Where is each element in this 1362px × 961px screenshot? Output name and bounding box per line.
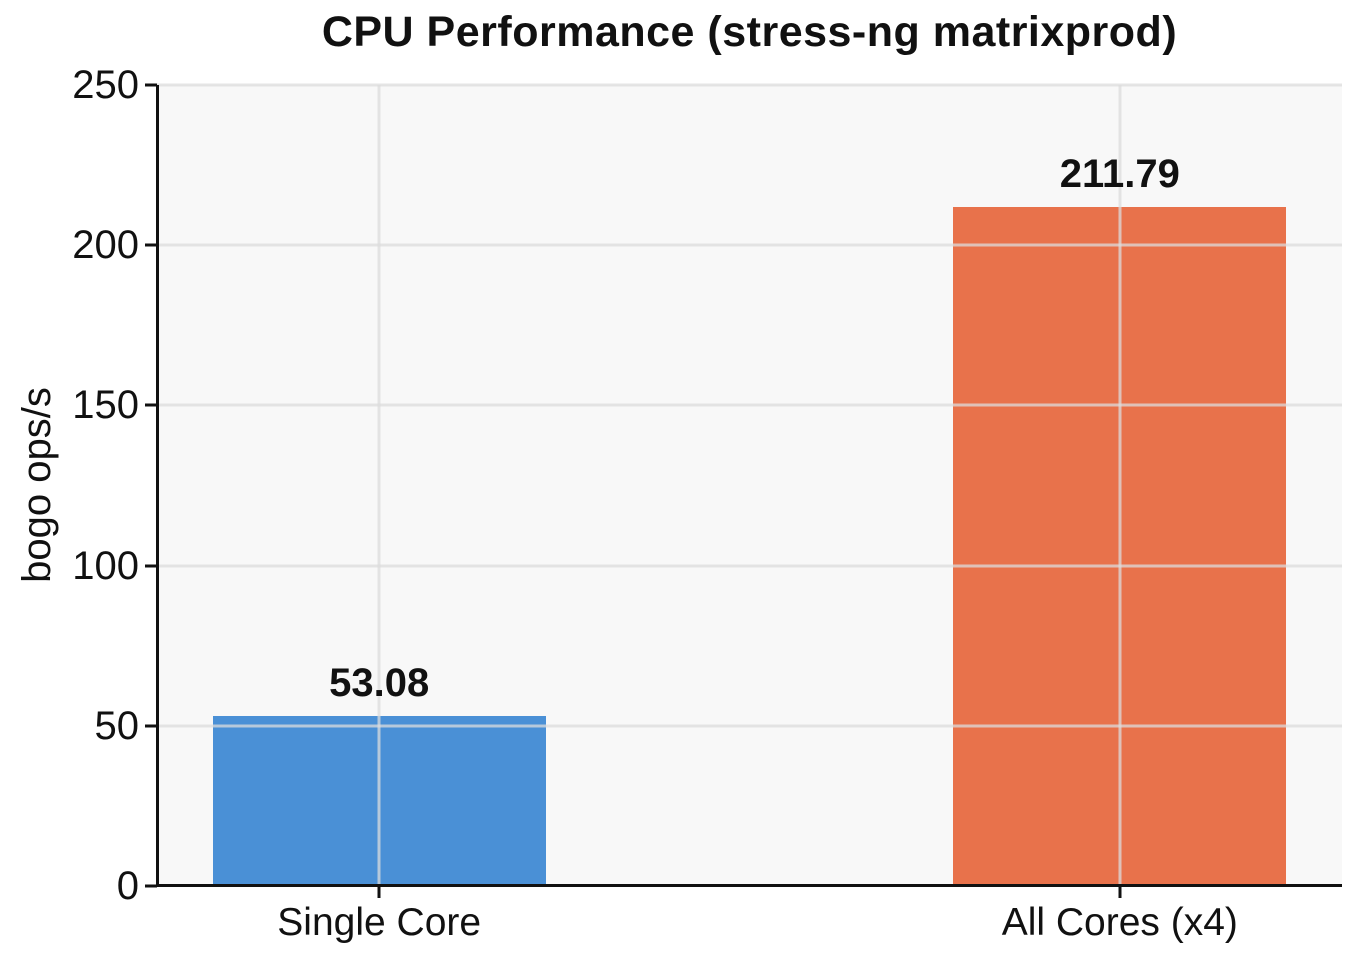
y-tick-label: 50: [94, 703, 140, 748]
x-gridline: [1118, 85, 1122, 886]
x-axis-spine: [156, 884, 1342, 887]
y-tick-label: 200: [72, 223, 139, 268]
y-gridline: [157, 83, 1342, 87]
y-gridline: [157, 724, 1342, 728]
bar-value-label: 211.79: [1059, 152, 1180, 197]
x-gridline: [377, 85, 381, 886]
y-tick-mark: [145, 83, 157, 87]
y-tick-label: 0: [116, 864, 139, 908]
y-gridline: [157, 403, 1342, 407]
y-gridline: [157, 564, 1342, 568]
chart-title: CPU Performance (stress-ng matrixprod): [321, 8, 1178, 56]
x-tick-mark: [377, 886, 381, 898]
y-tick-mark: [145, 564, 157, 568]
y-tick-label: 250: [72, 63, 139, 107]
y-gridline: [157, 243, 1342, 247]
y-axis-label: bogo ops/s: [15, 387, 59, 583]
y-tick-label: 150: [72, 383, 139, 428]
x-tick-mark: [1118, 886, 1122, 898]
y-tick-mark: [145, 243, 157, 247]
y-tick-mark: [145, 884, 157, 888]
x-tick-label: Single Core: [277, 901, 482, 944]
y-tick-mark: [145, 724, 157, 728]
plot-area: 53.08 211.79 0 50 100 150 200 250 Single Core Al…: [72, 65, 1342, 942]
y-tick-label: 100: [72, 543, 139, 588]
y-axis-spine: [156, 85, 159, 887]
bar-value-label: 53.08: [329, 660, 430, 705]
y-tick-mark: [145, 403, 157, 407]
x-tick-label: All Cores (x4): [1001, 901, 1238, 944]
